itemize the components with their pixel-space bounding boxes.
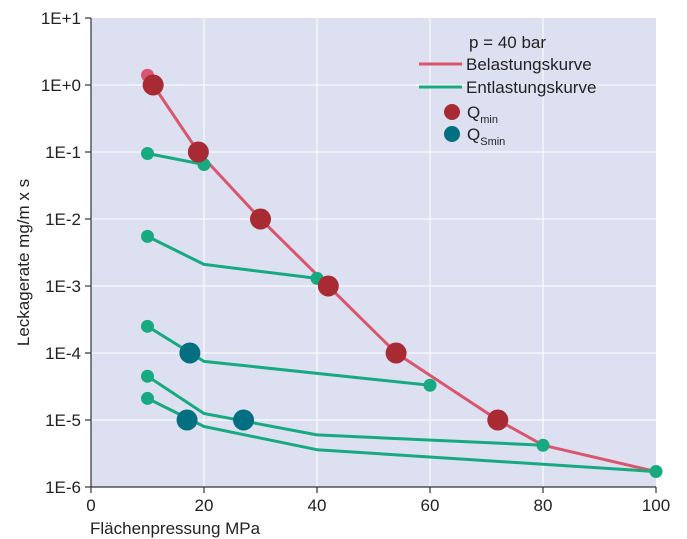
- qmin-point: [250, 208, 271, 230]
- entlastungskurve-line: [146, 396, 658, 474]
- legend: p = 40 bar Belastungskurve Entlastungskurv…: [419, 33, 596, 148]
- qsmin-point: [176, 409, 198, 431]
- y-tick-label: 1E-1: [45, 143, 81, 162]
- y-tick-label: 1E+0: [41, 76, 81, 95]
- legend-qsmin-subscript: Smin: [480, 136, 505, 148]
- entlastungskurve-line: [146, 374, 545, 447]
- y-tick-label: 1E-6: [45, 478, 81, 497]
- plot-area: [91, 18, 656, 487]
- y-tick-label: 1E-2: [45, 210, 81, 229]
- qmin-point: [487, 409, 509, 431]
- x-tick-label: 60: [421, 496, 440, 515]
- qmin-point: [142, 74, 164, 96]
- x-tick-label: 80: [534, 496, 553, 515]
- y-tick-label: 1E-5: [45, 411, 81, 430]
- qmin-point: [187, 141, 209, 163]
- entlastungskurve-line: [146, 234, 319, 280]
- entlastung-point: [423, 378, 437, 392]
- entlastungskurve-line: [146, 152, 206, 166]
- qsmin-point: [179, 342, 201, 364]
- legend-qmin-subscript: min: [480, 114, 498, 126]
- entlastung-point: [141, 319, 154, 333]
- entlastung-point: [141, 229, 154, 243]
- x-tick-label: 100: [642, 496, 670, 515]
- y-tick-label: 1E-3: [45, 277, 81, 296]
- y-tick-label: 1E-4: [45, 344, 81, 363]
- entlastung-point: [649, 465, 663, 479]
- legend-title: p = 40 bar: [469, 33, 546, 52]
- axes: [85, 17, 657, 493]
- legend-entlastung-label: Entlastungskurve: [466, 78, 596, 97]
- x-tick-label: 40: [308, 496, 327, 515]
- qmin-point: [385, 342, 407, 364]
- qsmin-point: [233, 409, 255, 431]
- legend-belastung-label: Belastungskurve: [466, 55, 592, 74]
- legend-qsmin-swatch: [444, 126, 460, 142]
- y-axis-label: Leckagerate mg/m x s: [14, 179, 33, 346]
- data-points: [141, 68, 663, 479]
- entlastung-point: [141, 391, 154, 405]
- entlastungskurve-line: [146, 324, 432, 387]
- qmin-point: [317, 275, 339, 297]
- x-tick-label: 0: [86, 496, 95, 515]
- entlastung-point: [141, 146, 154, 160]
- x-tick-label: 20: [195, 496, 214, 515]
- entlastung-point: [141, 369, 154, 383]
- tick-labels: 0 20 40 60 80 100 1E+1 1E+0 1E-1 1E-2 1E-3 1E-4 1E-5…: [41, 9, 670, 515]
- x-axis-label: Flächenpressung MPa: [90, 519, 261, 538]
- legend-qmin-swatch: [444, 104, 460, 120]
- y-tick-label: 1E+1: [41, 9, 81, 28]
- entlastung-point: [536, 438, 550, 452]
